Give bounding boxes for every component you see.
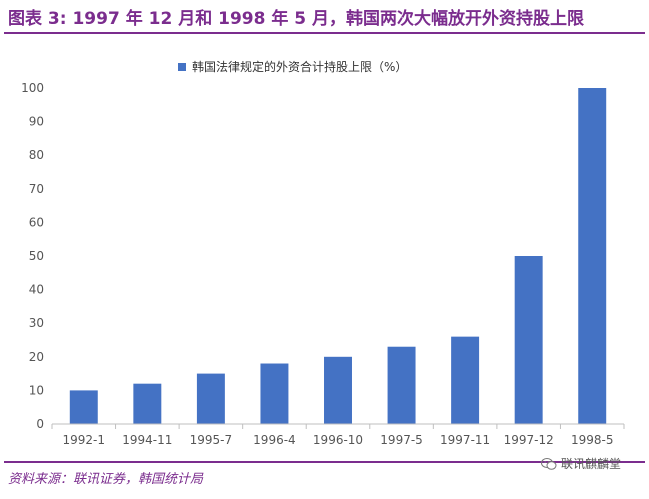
bar bbox=[69, 390, 98, 424]
bar bbox=[578, 88, 607, 424]
x-tick-label: 1995-7 bbox=[190, 433, 233, 447]
wechat-icon bbox=[540, 457, 557, 470]
source-divider bbox=[4, 461, 645, 463]
x-tick-label: 1992-1 bbox=[63, 433, 106, 447]
bar bbox=[387, 346, 416, 424]
source-note: 资料来源：联讯证券，韩国统计局 bbox=[8, 472, 204, 487]
x-tick-label: 1997-5 bbox=[380, 433, 423, 447]
y-tick-label: 100 bbox=[21, 81, 44, 95]
x-tick-label: 1996-4 bbox=[253, 433, 296, 447]
bar bbox=[451, 336, 480, 424]
y-tick-label: 70 bbox=[29, 182, 44, 196]
y-tick-label: 40 bbox=[29, 283, 44, 297]
bar bbox=[324, 356, 352, 424]
x-tick-label: 1997-12 bbox=[504, 433, 554, 447]
x-tick-label: 1994-11 bbox=[122, 433, 172, 447]
watermark: 联讯麒麟堂 bbox=[540, 455, 621, 472]
y-tick-label: 10 bbox=[29, 383, 44, 397]
y-tick-label: 0 bbox=[36, 417, 44, 431]
title-divider bbox=[4, 32, 645, 34]
bar bbox=[196, 373, 225, 424]
bar bbox=[260, 363, 289, 424]
x-tick-label: 1998-5 bbox=[571, 433, 614, 447]
x-tick-label: 1996-10 bbox=[313, 433, 363, 447]
bar bbox=[514, 256, 543, 424]
y-tick-label: 20 bbox=[29, 350, 44, 364]
legend-swatch bbox=[178, 62, 186, 71]
x-tick-label: 1997-11 bbox=[440, 433, 490, 447]
y-tick-label: 90 bbox=[29, 115, 44, 129]
watermark-text: 联讯麒麟堂 bbox=[560, 457, 621, 471]
y-tick-label: 60 bbox=[29, 215, 44, 229]
y-tick-label: 30 bbox=[29, 316, 44, 330]
y-tick-label: 50 bbox=[29, 249, 44, 263]
figure-title: 图表 3: 1997 年 12 月和 1998 年 5 月，韩国两次大幅放开外资… bbox=[8, 9, 585, 29]
bar bbox=[133, 383, 162, 424]
y-tick-label: 80 bbox=[29, 148, 44, 162]
chart-legend: 韩国法律规定的外资合计持股上限（%） bbox=[178, 58, 407, 75]
legend-label: 韩国法律规定的外资合计持股上限（%） bbox=[192, 60, 408, 74]
